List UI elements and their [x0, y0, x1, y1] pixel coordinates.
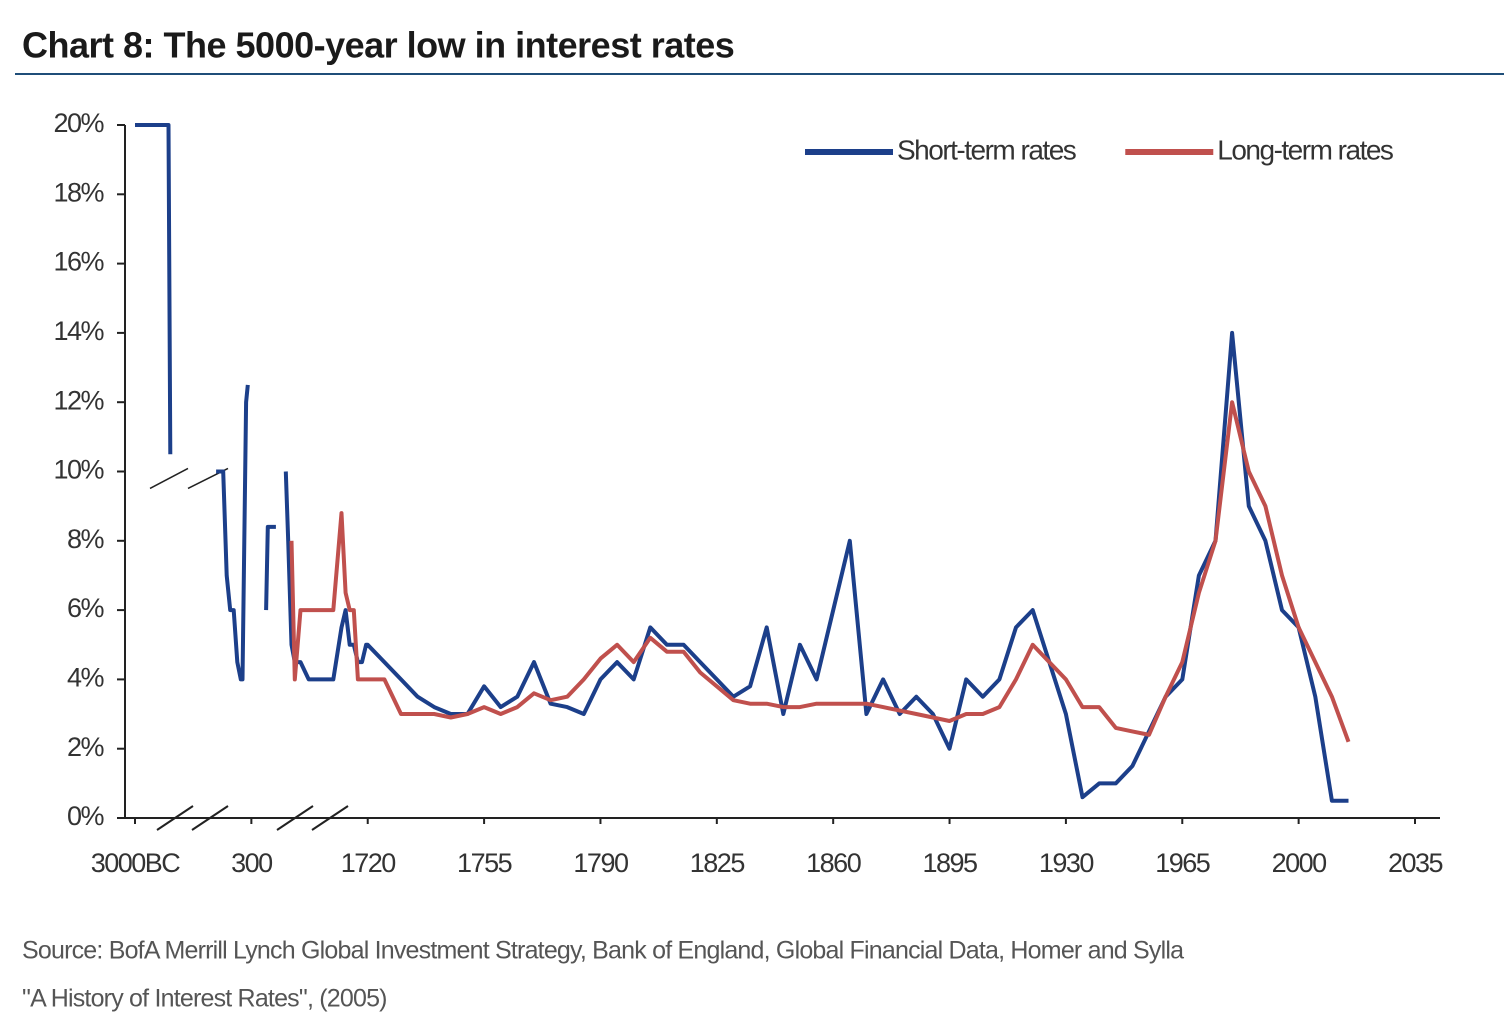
x-tick-label: 1755 — [457, 848, 512, 878]
x-tick-label: 3000BC — [91, 848, 181, 878]
legend-label: Long-term rates — [1217, 134, 1393, 165]
y-tick-label: 12% — [53, 385, 104, 415]
x-tick-label: 1825 — [690, 848, 745, 878]
x-tick-label: 1930 — [1039, 848, 1094, 878]
y-tick-label: 6% — [67, 593, 105, 623]
y-tick-label: 0% — [67, 801, 105, 831]
x-tick-label: 1965 — [1155, 848, 1210, 878]
y-tick-label: 8% — [67, 524, 105, 554]
y-tick-label: 18% — [53, 177, 104, 207]
source-note: "A History of Interest Rates", (2005) — [22, 985, 387, 1013]
y-tick-label: 10% — [53, 455, 104, 485]
series-line — [289, 400, 1351, 743]
y-tick-label: 14% — [53, 316, 104, 346]
axis-break — [276, 805, 314, 831]
series-line — [135, 123, 1349, 803]
y-tick-label: 16% — [53, 247, 104, 277]
x-tick-label: 1895 — [923, 848, 978, 878]
legend-label: Short-term rates — [897, 134, 1076, 165]
y-tick-label: 20% — [53, 108, 104, 138]
source-note: Source: BofA Merrill Lynch Global Invest… — [22, 937, 1184, 965]
y-tick-label: 4% — [67, 663, 105, 693]
x-tick-label: 2035 — [1388, 848, 1443, 878]
y-tick-label: 2% — [67, 732, 105, 762]
x-tick-label: 300 — [231, 848, 272, 878]
x-tick-label: 1790 — [573, 848, 628, 878]
chart-title: Chart 8: The 5000-year low in interest r… — [22, 25, 734, 66]
axis-break — [191, 805, 229, 831]
x-tick-label: 1720 — [341, 848, 396, 878]
x-tick-label: 1860 — [806, 848, 861, 878]
x-tick-label: 2000 — [1272, 848, 1327, 878]
axis-break — [156, 805, 194, 831]
line-break — [149, 467, 189, 490]
axis-break — [311, 805, 349, 831]
